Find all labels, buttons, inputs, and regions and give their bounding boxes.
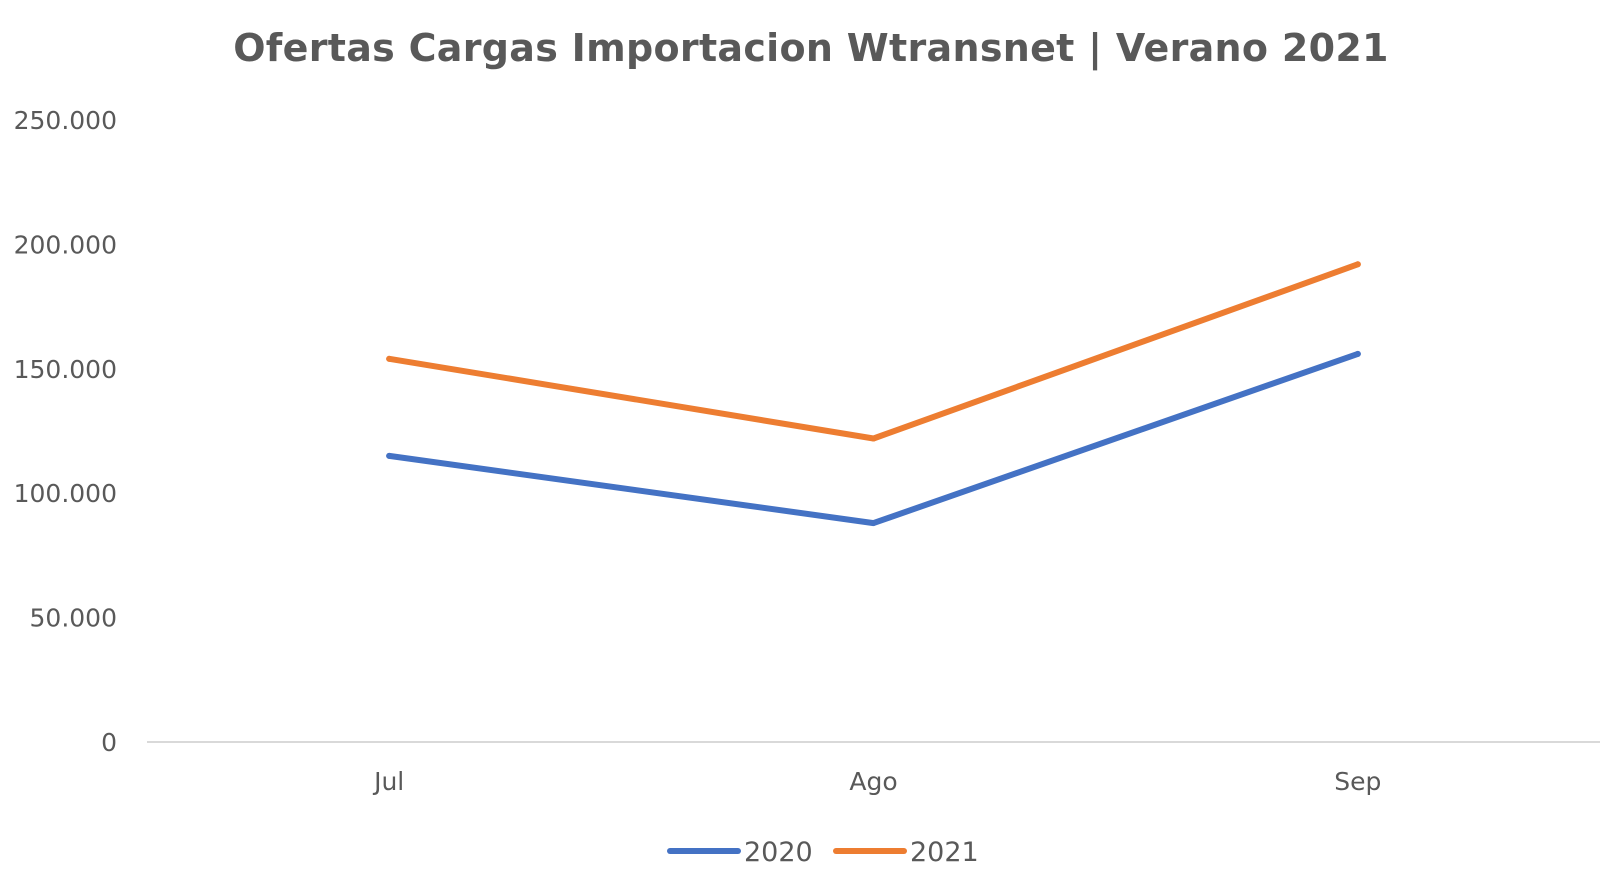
data-point-2020 xyxy=(870,520,877,527)
y-tick-label: 100.000 xyxy=(14,479,117,508)
y-tick-label: 50.000 xyxy=(30,604,117,633)
x-axis-tick-labels: Jul Ago Sep xyxy=(372,767,1381,796)
chart-title: Ofertas Cargas Importacion Wtransnet | V… xyxy=(233,26,1389,70)
y-tick-label: 150.000 xyxy=(14,355,117,384)
legend: 2020 2021 xyxy=(667,837,979,868)
y-axis-tick-labels: 0 50.000 100.000 150.000 200.000 250.000 xyxy=(14,106,117,757)
x-tick-label: Sep xyxy=(1334,767,1381,796)
data-point-2020 xyxy=(1354,350,1361,357)
data-point-2021 xyxy=(1354,261,1361,268)
data-point-2021 xyxy=(870,435,877,442)
data-point-2020 xyxy=(386,452,393,459)
legend-label-2021: 2021 xyxy=(910,837,979,868)
series-lines xyxy=(386,261,1361,527)
data-point-2021 xyxy=(386,355,393,362)
x-tick-label: Ago xyxy=(849,767,897,796)
y-tick-label: 0 xyxy=(101,728,117,757)
series-line-2021 xyxy=(386,261,1361,442)
y-tick-label: 200.000 xyxy=(14,230,117,259)
legend-label-2020: 2020 xyxy=(744,837,813,868)
y-tick-label: 250.000 xyxy=(14,106,117,135)
x-tick-label: Jul xyxy=(372,767,404,796)
